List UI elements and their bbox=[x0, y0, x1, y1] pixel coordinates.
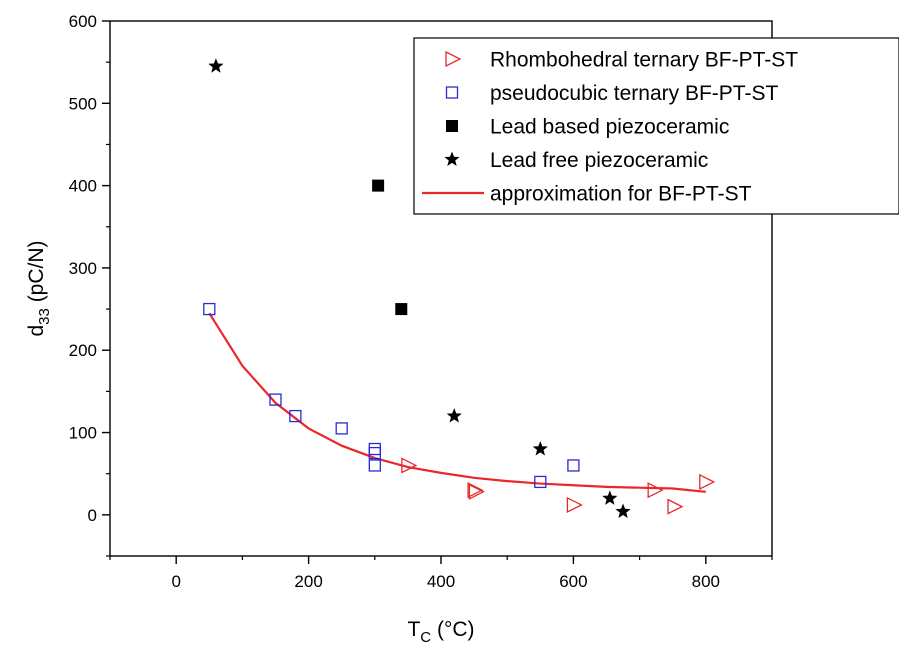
data-point-series-1 bbox=[667, 498, 684, 515]
data-point-series-2 bbox=[368, 442, 381, 456]
legend-label: Rhombohedral ternary BF-PT-ST bbox=[490, 49, 798, 72]
data-point-series-2 bbox=[203, 302, 216, 316]
legend-label: pseudocubic ternary BF-PT-ST bbox=[490, 82, 778, 105]
x-tick-label: 200 bbox=[294, 572, 322, 591]
data-point-series-1 bbox=[468, 483, 485, 500]
data-point-series-4 bbox=[532, 441, 548, 456]
data-point-series-4 bbox=[615, 503, 631, 519]
y-tick-label: 0 bbox=[88, 506, 97, 525]
data-point-series-3 bbox=[395, 303, 408, 316]
legend-marker bbox=[444, 151, 460, 166]
x-tick-label: 0 bbox=[171, 572, 180, 591]
data-point-series-4 bbox=[446, 408, 462, 423]
legend-label: approximation for BF-PT-ST bbox=[490, 183, 752, 206]
data-point-series-2 bbox=[289, 409, 302, 423]
data-point-series-2 bbox=[534, 475, 547, 489]
data-point-series-1 bbox=[699, 473, 716, 490]
curve-layer bbox=[208, 312, 706, 493]
data-point-series-3 bbox=[372, 179, 385, 192]
y-tick-label: 600 bbox=[69, 12, 97, 31]
y-tick-label: 400 bbox=[69, 177, 97, 196]
data-point-series-2 bbox=[335, 422, 348, 435]
legend: Rhombohedral ternary BF-PT-ST pseudocubic… bbox=[413, 37, 899, 215]
legend-marker bbox=[446, 120, 458, 132]
y-tick-label: 200 bbox=[69, 341, 97, 360]
x-tick-label: 800 bbox=[692, 572, 720, 591]
x-axis-label: TC (°C) bbox=[407, 618, 474, 646]
legend-label: Lead free piezoceramic bbox=[490, 149, 708, 172]
x-tick-label: 600 bbox=[559, 572, 587, 591]
y-tick-label: 300 bbox=[69, 259, 97, 278]
y-tick-label: 500 bbox=[69, 94, 97, 113]
data-point-series-1 bbox=[401, 457, 418, 474]
x-tick-label: 400 bbox=[427, 572, 455, 591]
approximation-curve bbox=[208, 312, 706, 493]
data-point-series-1 bbox=[467, 482, 484, 499]
data-point-series-2 bbox=[368, 446, 381, 460]
data-point-series-2 bbox=[567, 459, 580, 472]
points-layer bbox=[203, 58, 716, 519]
legend-label: Lead based piezoceramic bbox=[490, 116, 729, 139]
legend-marker bbox=[445, 50, 462, 68]
legend-marker bbox=[445, 86, 459, 99]
axes-layer: 0 200 400 600 800 0 100 200 300 400 500 600 TC (°C) d… bbox=[25, 12, 773, 646]
legend-box bbox=[413, 37, 899, 215]
y-axis-label: d33 (pC/N) bbox=[25, 240, 53, 336]
y-tick-label: 100 bbox=[69, 424, 97, 443]
data-point-series-4 bbox=[602, 490, 618, 505]
data-point-series-1 bbox=[647, 482, 664, 499]
data-point-series-4 bbox=[208, 58, 224, 73]
data-point-series-1 bbox=[566, 496, 583, 514]
data-point-series-2 bbox=[368, 459, 381, 472]
data-point-series-2 bbox=[269, 393, 282, 406]
